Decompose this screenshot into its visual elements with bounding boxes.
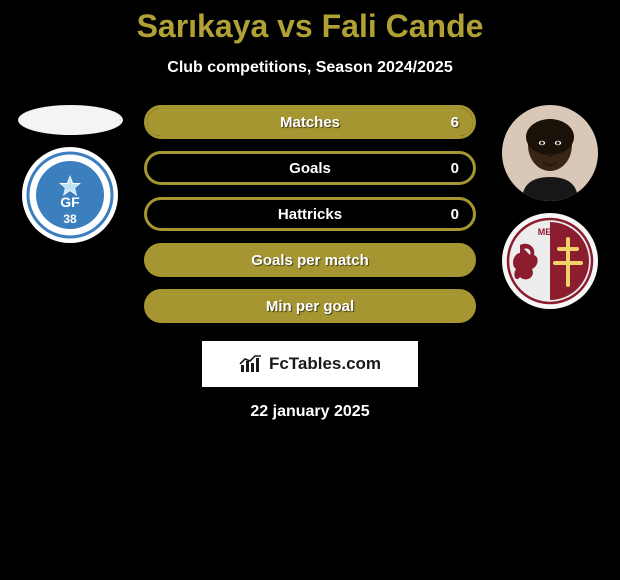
stat-label: Min per goal: [266, 298, 354, 315]
right-player-photo: [502, 105, 598, 201]
stat-row: Hattricks 0: [144, 197, 476, 231]
chart-icon: [239, 355, 263, 373]
stat-value-right: 0: [451, 206, 459, 223]
stat-row: Goals 0: [144, 151, 476, 185]
left-club-badge: GF 38: [22, 147, 118, 243]
stat-row: Matches 6: [144, 105, 476, 139]
stat-label: Goals: [289, 160, 331, 177]
svg-text:GF: GF: [60, 194, 80, 210]
stat-row: Min per goal: [144, 289, 476, 323]
right-club-badge: METZ: [502, 213, 598, 309]
stat-row: Goals per match: [144, 243, 476, 277]
stat-value-right: 6: [451, 114, 459, 131]
left-player-photo: [18, 105, 123, 135]
stat-label: Matches: [280, 114, 340, 131]
subtitle: Club competitions, Season 2024/2025: [10, 59, 610, 77]
branding-text: FcTables.com: [269, 354, 381, 374]
date-text: 22 january 2025: [10, 403, 610, 421]
stats-list: Matches 6 Goals 0 Hattricks 0 Goals per match M…: [130, 105, 490, 323]
branding-box: FcTables.com: [202, 341, 418, 387]
stat-label: Goals per match: [251, 252, 369, 269]
stat-label: Hattricks: [278, 206, 342, 223]
page-title: Sarıkaya vs Fali Cande: [10, 0, 610, 45]
stat-value-right: 0: [451, 160, 459, 177]
svg-text:METZ: METZ: [538, 227, 563, 237]
svg-text:38: 38: [63, 212, 77, 226]
